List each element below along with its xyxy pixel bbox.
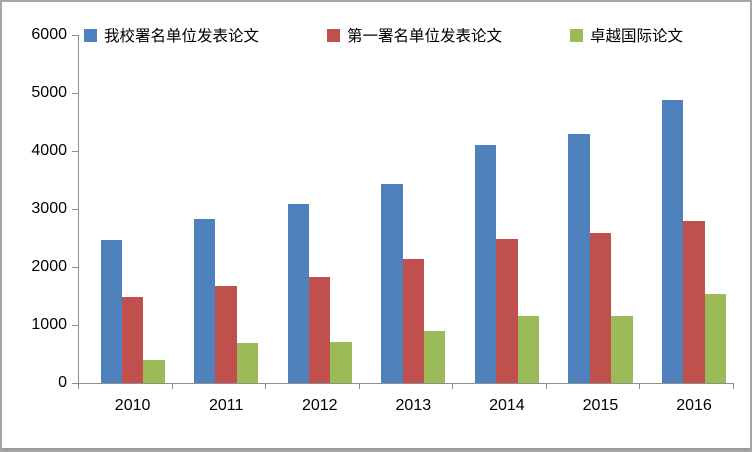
x-axis-category-label: 2016 [676,397,712,414]
bar-series-2-2010 [121,296,144,383]
y-axis-tick-label: 6000 [31,26,67,43]
bar-series-2-2013 [402,259,424,383]
bar-series-1-2013 [381,184,403,383]
y-axis-tick [72,92,78,94]
legend-swatch-icon [84,28,97,42]
bar-series-3-2012 [330,342,352,383]
bar-series-3-2013 [424,331,446,383]
y-axis-line [78,35,79,383]
bar-series-2-2012 [309,277,331,383]
bar-series-1-2014 [474,144,497,383]
bar-series-3-2015 [611,316,633,383]
bar-series-2-2011 [215,286,237,383]
y-axis-tick [72,266,78,268]
bar-series-1-2012 [287,203,310,383]
bar-series-1-2016 [661,99,684,383]
y-axis-tick-label: 0 [58,374,67,391]
legend-item-3: 卓越国际论文 [570,24,683,46]
y-axis-tick [72,382,78,384]
bar-series-2-2016 [683,221,705,383]
y-axis-tick-label: 4000 [31,142,67,159]
x-axis-tick [358,384,360,389]
x-axis-tick [452,384,454,389]
legend-swatch-icon [327,28,341,42]
y-axis-tick [72,34,78,36]
legend-label: 我校署名单位发表论文 [104,28,260,45]
chart-legend: 我校署名单位发表论文 第一署名单位发表论文 卓越国际论文 [84,24,683,46]
x-axis-tick [265,384,267,389]
bar-series-1-2015 [568,134,590,383]
x-axis-tick [171,384,173,389]
x-axis-tick [545,384,547,389]
y-axis-tick-label: 2000 [31,258,67,275]
x-axis-line [78,383,734,384]
y-axis-tick [72,324,78,326]
bar-series-3-2010 [143,359,165,383]
y-axis-tick [72,208,78,210]
legend-label: 卓越国际论文 [590,28,684,45]
bar-series-2-2015 [589,233,612,383]
legend-swatch-icon [570,28,584,42]
bar-series-3-2014 [517,316,539,383]
y-axis-tick-label: 1000 [31,316,67,333]
x-axis-tick [733,384,734,389]
x-axis-category-label: 2011 [208,397,244,414]
bar-series-1-2010 [100,240,122,383]
bar-series-1-2011 [194,219,216,383]
x-axis-tick [639,384,641,389]
x-axis-category-label: 2010 [114,397,151,414]
x-axis-category-label: 2014 [489,397,525,414]
x-axis-category-label: 2015 [582,397,619,414]
x-axis-category-label: 2012 [301,397,338,414]
bar-series-3-2016 [704,294,727,383]
legend-item-2: 第一署名单位发表论文 [327,24,502,46]
y-axis-tick [72,150,78,152]
y-axis-tick-label: 3000 [31,200,67,217]
y-axis-tick-label: 5000 [31,84,67,101]
legend-label: 第一署名单位发表论文 [347,28,503,45]
x-axis-category-label: 2013 [395,397,432,414]
x-axis-tick [78,384,79,389]
bar-series-3-2011 [236,342,259,383]
legend-item-1: 我校署名单位发表论文 [84,24,259,46]
bar-series-2-2014 [496,239,518,383]
